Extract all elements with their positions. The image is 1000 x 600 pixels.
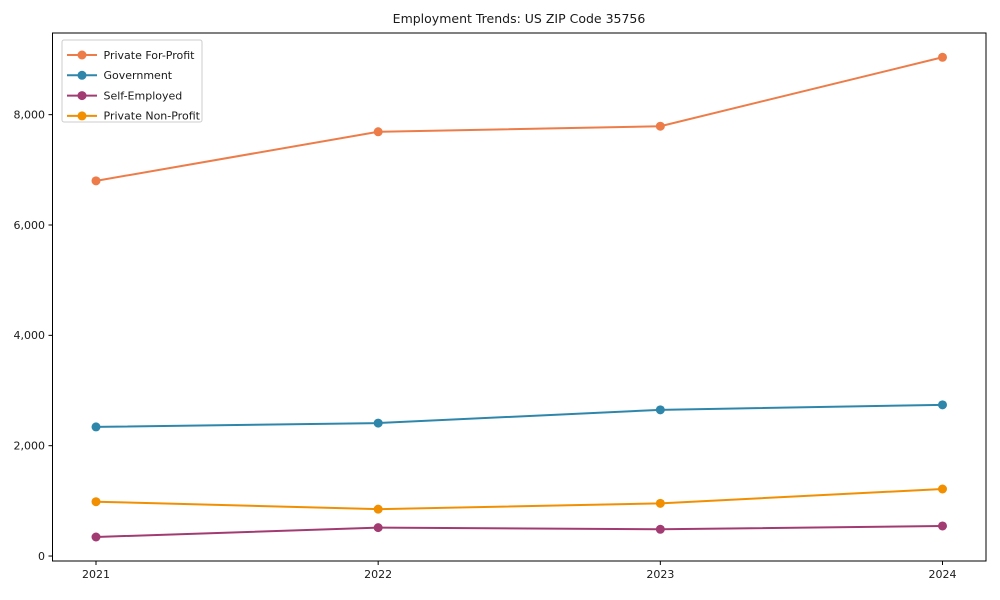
legend-item-self-employed: Self-Employed [67, 89, 182, 102]
data-point-private-for-profit-2024 [938, 52, 947, 62]
data-point-private-for-profit-2022 [373, 127, 383, 137]
y-tick-label: 4,000 [14, 329, 46, 342]
data-point-self-employed-2023 [655, 524, 665, 534]
data-point-private-non-profit-2021 [91, 497, 101, 507]
legend-item-private-non-profit: Private Non-Profit [67, 110, 201, 123]
data-point-self-employed-2022 [373, 523, 383, 533]
y-tick-label: 6,000 [14, 219, 46, 232]
legend-label: Private Non-Profit [104, 110, 201, 123]
legend-label: Government [104, 69, 173, 82]
chart-title: Employment Trends: US ZIP Code 35756 [393, 11, 646, 26]
series-line-government [95, 403, 944, 428]
legend-item-private-for-profit: Private For-Profit [67, 49, 195, 62]
series-line-private-for-profit [95, 56, 944, 182]
legend-swatch-marker [77, 50, 87, 60]
data-point-self-employed-2021 [91, 532, 101, 542]
x-tick-label: 2024 [929, 568, 957, 581]
data-point-private-for-profit-2023 [655, 121, 665, 131]
data-point-government-2024 [938, 400, 947, 410]
x-tick-label: 2023 [646, 568, 674, 581]
data-point-private-for-profit-2021 [91, 176, 101, 186]
series-line-self-employed [95, 524, 944, 538]
y-tick-label: 0 [38, 550, 45, 563]
axes-spines [52, 32, 987, 562]
legend-swatch-marker [77, 70, 87, 80]
legend-label: Self-Employed [104, 89, 183, 102]
data-point-self-employed-2024 [938, 521, 947, 531]
x-tick-label: 2021 [82, 568, 110, 581]
legend-box [61, 39, 203, 123]
legend-swatch-marker [77, 91, 87, 101]
x-tick-label: 2022 [364, 568, 392, 581]
legend-label: Private For-Profit [104, 49, 196, 62]
legend: Private For-Profit Government Self-Employe… [61, 39, 203, 123]
data-point-government-2023 [655, 405, 665, 415]
data-point-private-non-profit-2024 [938, 484, 947, 494]
y-tick-label: 8,000 [14, 108, 46, 121]
y-tick-label: 2,000 [14, 439, 46, 452]
legend-swatch-marker [77, 111, 87, 121]
data-point-private-non-profit-2023 [655, 498, 665, 508]
series-line-private-non-profit [95, 488, 944, 511]
legend-item-government: Government [67, 69, 173, 82]
plot-area: 0 2,000 4,000 6,000 8,000 2021 2022 2023 2024 Pri… [14, 32, 987, 581]
data-point-private-non-profit-2022 [373, 504, 383, 514]
data-point-government-2022 [373, 418, 383, 428]
data-point-government-2021 [91, 422, 101, 432]
